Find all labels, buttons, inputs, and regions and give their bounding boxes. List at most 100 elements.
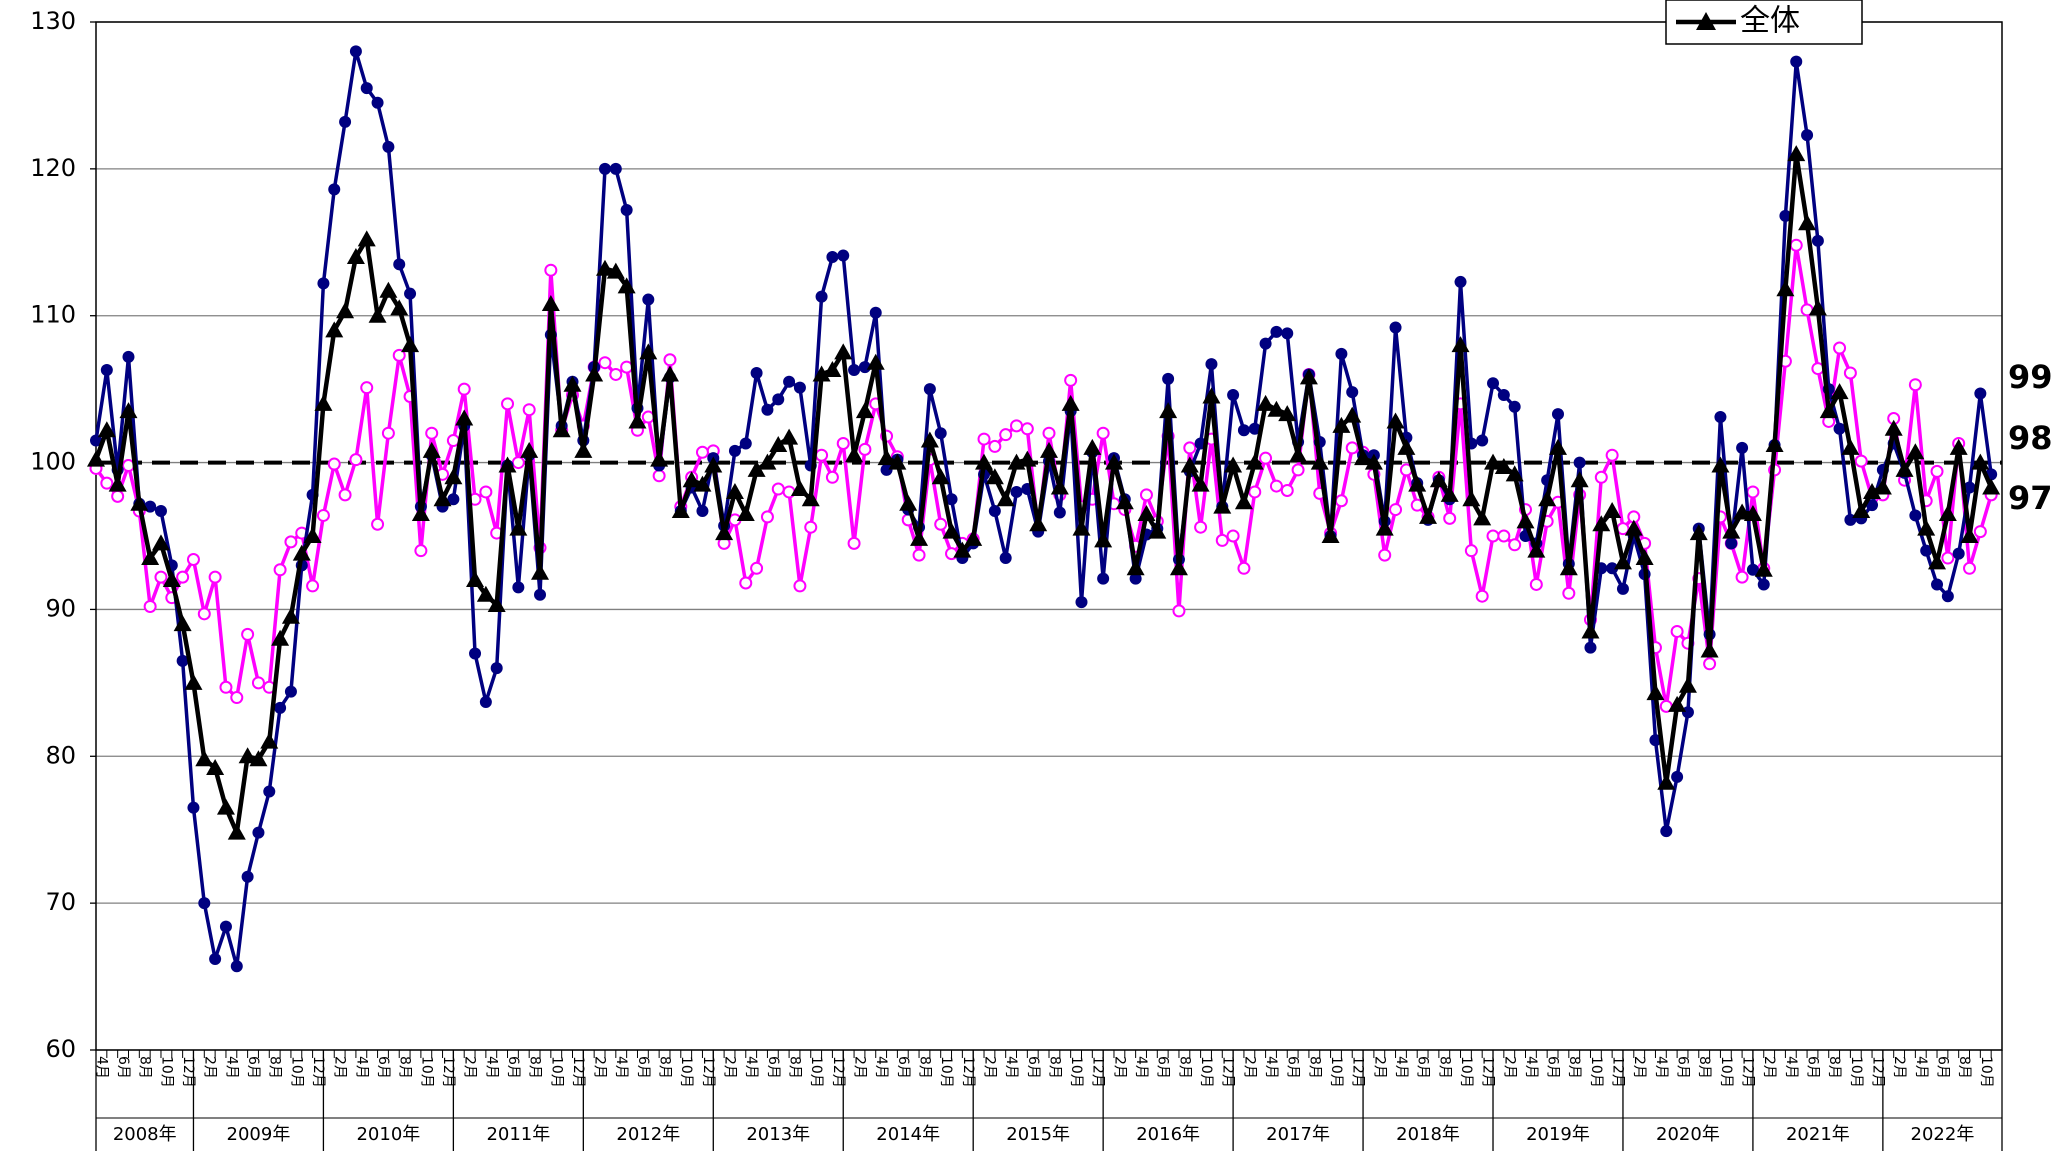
marker xyxy=(198,897,211,910)
marker xyxy=(595,259,614,276)
marker xyxy=(197,607,211,621)
marker xyxy=(945,493,958,506)
marker xyxy=(628,412,647,429)
marker xyxy=(1075,596,1088,609)
marker xyxy=(1801,129,1814,142)
marker xyxy=(1245,453,1264,470)
x-tick-label: 6月 xyxy=(1934,1056,1950,1079)
marker xyxy=(1711,456,1730,473)
marker xyxy=(793,381,806,394)
marker xyxy=(1657,773,1676,790)
marker xyxy=(1584,641,1597,654)
marker xyxy=(349,453,363,467)
marker xyxy=(815,290,828,303)
marker xyxy=(433,490,452,507)
marker xyxy=(1938,504,1957,521)
marker xyxy=(985,468,1004,485)
marker xyxy=(1205,358,1218,371)
marker xyxy=(1681,706,1694,719)
marker xyxy=(281,607,300,624)
marker xyxy=(349,45,362,58)
marker xyxy=(1917,519,1936,536)
x-tick-label: 6月 xyxy=(1415,1056,1431,1079)
marker xyxy=(1949,438,1968,455)
x-tick-label: 12月 xyxy=(1350,1056,1366,1088)
marker xyxy=(1527,541,1546,558)
marker xyxy=(1375,519,1394,536)
marker xyxy=(1291,463,1305,477)
marker xyxy=(1863,482,1882,499)
marker xyxy=(390,299,409,316)
marker xyxy=(1508,538,1522,552)
marker xyxy=(866,353,885,370)
marker xyxy=(1906,443,1925,460)
marker xyxy=(1213,497,1232,514)
marker xyxy=(1462,490,1481,507)
marker xyxy=(498,456,517,473)
x-tick-label: 4月 xyxy=(223,1056,239,1079)
marker xyxy=(1473,509,1492,526)
x-tick-label: 10月 xyxy=(1718,1056,1734,1088)
x-tick-label: 10月 xyxy=(158,1056,174,1088)
marker xyxy=(934,427,947,440)
marker xyxy=(1538,490,1557,507)
x-tick-label: 10月 xyxy=(1588,1056,1604,1088)
marker xyxy=(1660,825,1673,838)
marker xyxy=(552,421,571,438)
marker xyxy=(715,524,734,541)
marker xyxy=(812,365,831,382)
marker xyxy=(541,294,560,311)
x-tick-label: 2月 xyxy=(1111,1056,1127,1079)
marker xyxy=(241,870,254,883)
y-tick-label: 130 xyxy=(30,7,76,35)
marker xyxy=(382,140,395,153)
marker xyxy=(1097,572,1110,585)
marker xyxy=(1497,529,1511,543)
marker xyxy=(1757,578,1770,591)
marker xyxy=(1884,419,1903,436)
marker xyxy=(284,685,297,698)
y-tick-label: 60 xyxy=(45,1035,76,1063)
marker xyxy=(899,494,918,511)
marker xyxy=(111,489,125,503)
marker xyxy=(1202,387,1221,404)
marker xyxy=(1364,453,1383,470)
marker xyxy=(848,364,861,377)
marker xyxy=(173,615,192,632)
y-tick-label: 90 xyxy=(45,594,76,622)
marker xyxy=(1451,336,1470,353)
year-label: 2013年 xyxy=(746,1124,810,1145)
marker xyxy=(1736,441,1749,454)
marker xyxy=(1982,478,2001,495)
marker xyxy=(1072,519,1091,536)
marker xyxy=(1852,502,1871,519)
marker xyxy=(1162,372,1175,385)
marker xyxy=(1010,485,1023,498)
x-tick-label: 2月 xyxy=(332,1056,348,1079)
legend-label: 全体 xyxy=(1740,4,1800,39)
marker xyxy=(306,579,320,593)
marker xyxy=(1603,502,1622,519)
x-tick-label: 12月 xyxy=(960,1056,976,1088)
x-tick-label: 10月 xyxy=(288,1056,304,1088)
x-tick-label: 8月 xyxy=(397,1056,413,1079)
marker xyxy=(1429,471,1448,488)
marker xyxy=(1689,524,1708,541)
marker xyxy=(923,383,936,396)
marker xyxy=(563,375,582,392)
marker xyxy=(1616,582,1629,595)
marker xyxy=(238,747,257,764)
x-tick-label: 4月 xyxy=(743,1056,759,1079)
marker xyxy=(316,508,330,522)
marker xyxy=(1484,453,1503,470)
marker xyxy=(1733,503,1752,520)
x-tick-label: 8月 xyxy=(1046,1056,1062,1079)
marker xyxy=(219,680,233,694)
marker xyxy=(815,448,829,462)
marker xyxy=(208,570,222,584)
marker xyxy=(761,403,774,416)
marker xyxy=(314,394,333,411)
year-label: 2008年 xyxy=(113,1124,177,1145)
marker xyxy=(1299,368,1318,385)
